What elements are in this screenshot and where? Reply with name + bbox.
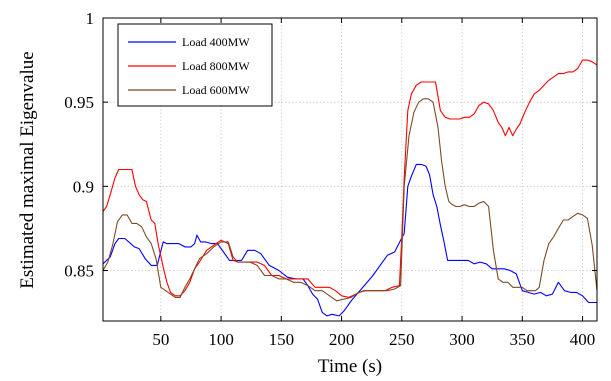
x-tick-label: 200 [329, 330, 355, 349]
x-tick-label: 150 [269, 330, 295, 349]
legend-label-3: Load 600MW [182, 83, 250, 97]
x-tick-label: 300 [449, 330, 475, 349]
x-tick-label: 400 [570, 330, 596, 349]
legend: Load 400MW Load 800MW Load 600MW [117, 23, 273, 107]
series-lines [103, 59, 597, 317]
series-line-3 [103, 98, 597, 302]
legend-box [117, 23, 273, 107]
y-tick-label: 0.95 [64, 93, 94, 112]
x-tick-labels: 50 100 150 200 250 300 350 400 [152, 330, 595, 349]
y-tick-label: 0.9 [73, 177, 94, 196]
legend-label-1: Load 400MW [182, 35, 250, 49]
x-tick-label: 100 [208, 330, 234, 349]
x-tick-label: 50 [152, 330, 169, 349]
y-axis-label: Estimated maximal Eigenvalue [17, 51, 38, 288]
y-tick-labels: 0.85 0.9 0.95 1 [64, 9, 94, 281]
x-axis-label: Time (s) [318, 356, 382, 377]
plot-frame [102, 17, 598, 322]
y-tick-label: 0.85 [64, 262, 94, 281]
axis-ticks [103, 17, 597, 321]
y-tick-label: 1 [86, 9, 95, 28]
x-tick-label: 350 [510, 330, 536, 349]
legend-label-2: Load 800MW [182, 59, 250, 73]
x-tick-label: 250 [389, 330, 415, 349]
